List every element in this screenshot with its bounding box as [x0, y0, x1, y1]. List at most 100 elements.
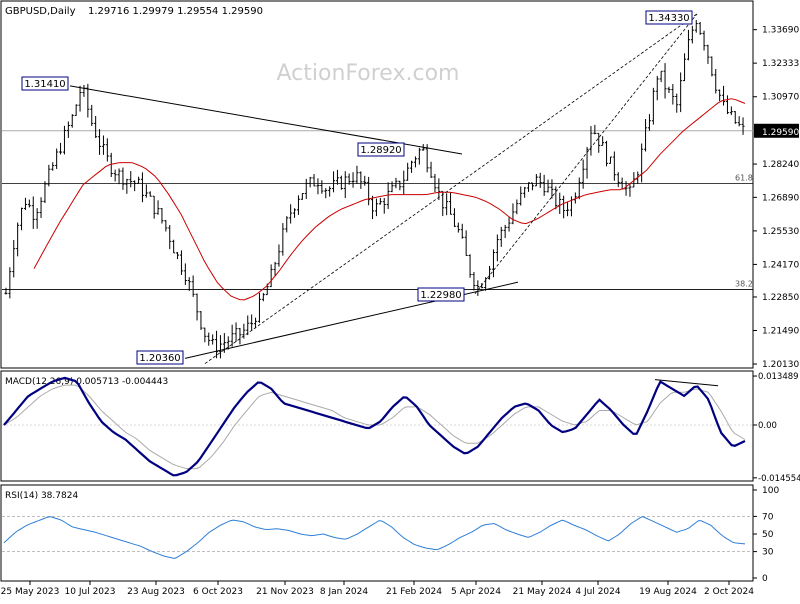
candle: [137, 176, 141, 184]
price-layer: 61.8 38.2 1.31410 1.20360 1.28920 1.22980 1.34…: [2, 10, 753, 365]
candle: [733, 111, 737, 124]
candle: [117, 168, 121, 185]
candle: [8, 267, 12, 299]
candle: [433, 173, 437, 193]
candle: [624, 181, 628, 196]
price-tick-label: 1.30970: [762, 93, 799, 103]
svg-text:1.29590: 1.29590: [762, 128, 799, 138]
rsi-layer: [2, 515, 753, 560]
candle: [328, 186, 332, 197]
candle: [285, 216, 289, 233]
candle: [312, 174, 316, 187]
candle: [714, 69, 718, 94]
candle: [538, 172, 542, 188]
price-tick-label: 1.20130: [762, 360, 799, 370]
x-tick-label: 6 Oct 2023: [193, 587, 243, 597]
candle: [98, 129, 102, 155]
candle: [456, 222, 460, 233]
candle: [491, 249, 495, 278]
candle: [616, 172, 620, 188]
candle: [59, 142, 63, 155]
candle: [402, 170, 406, 195]
price-tick-label: 1.28240: [762, 160, 799, 170]
x-tick-label: 4 Jul 2024: [575, 587, 620, 597]
candle: [277, 244, 281, 267]
price-annotation: 1.31410: [21, 76, 69, 91]
candle: [394, 177, 398, 189]
price-annotation: 1.34330: [645, 10, 693, 25]
candle: [191, 275, 195, 297]
macd-line: [3, 376, 746, 477]
candle: [351, 172, 355, 188]
candle: [690, 25, 694, 44]
price-tick-label: 1.24170: [762, 260, 799, 270]
candle: [203, 327, 207, 343]
candle: [234, 322, 238, 342]
price-tick-label: 1.22850: [762, 293, 799, 303]
channel-upper-dashed: [204, 13, 698, 364]
candle: [207, 332, 211, 346]
candle: [39, 197, 43, 218]
price-tick-label: 1.26890: [762, 193, 799, 203]
x-tick-label: 10 Jul 2023: [65, 587, 116, 597]
candle: [647, 114, 651, 131]
candle: [199, 311, 203, 330]
candle: [679, 72, 683, 113]
candle: [133, 180, 137, 192]
x-tick-label: 21 May 2024: [513, 587, 572, 597]
candle: [261, 292, 265, 302]
candle: [378, 197, 382, 205]
candle: [66, 121, 70, 138]
candle: [729, 106, 733, 116]
candle: [468, 254, 472, 278]
candle: [47, 164, 51, 187]
candle: [472, 272, 476, 291]
candle: [413, 156, 417, 168]
candle: [546, 179, 550, 193]
candle: [507, 217, 511, 232]
price-annotation: 1.28920: [357, 142, 405, 157]
candle: [702, 30, 706, 51]
candle: [663, 63, 667, 99]
candle: [530, 182, 534, 191]
candle: [74, 104, 78, 116]
svg-text:1.22980: 1.22980: [420, 290, 461, 301]
candle: [176, 252, 180, 260]
candle: [437, 178, 441, 201]
candle: [27, 199, 31, 208]
candle: [484, 277, 488, 291]
candle: [308, 176, 312, 188]
candle: [601, 136, 605, 146]
candle: [62, 125, 66, 155]
candle: [332, 171, 336, 193]
candle: [398, 180, 402, 191]
candle: [121, 167, 125, 190]
candle: [515, 199, 519, 215]
candle: [250, 314, 254, 331]
rsi-tick-label: 100: [762, 486, 779, 496]
candle: [55, 148, 59, 169]
candle: [683, 53, 687, 82]
candle: [335, 169, 339, 185]
candle: [109, 152, 113, 178]
candle: [140, 172, 144, 203]
candle: [671, 84, 675, 105]
candle: [144, 184, 148, 198]
candle: [94, 116, 98, 138]
candle: [382, 197, 386, 214]
candle: [20, 207, 24, 231]
candle: [644, 119, 648, 152]
macd-title: MACD(12,26,9) 0.005713 -0.004443: [5, 377, 168, 387]
candle: [441, 190, 445, 217]
price-tick-label: 1.21490: [762, 326, 799, 336]
candle: [230, 324, 234, 347]
rsi-tick-label: 70: [762, 512, 774, 522]
candle: [300, 193, 304, 200]
x-tick-label: 2 Oct 2024: [704, 587, 754, 597]
price-annotation: 1.22980: [417, 287, 465, 302]
candle: [374, 198, 378, 217]
candle: [725, 95, 729, 115]
candle: [215, 330, 219, 359]
